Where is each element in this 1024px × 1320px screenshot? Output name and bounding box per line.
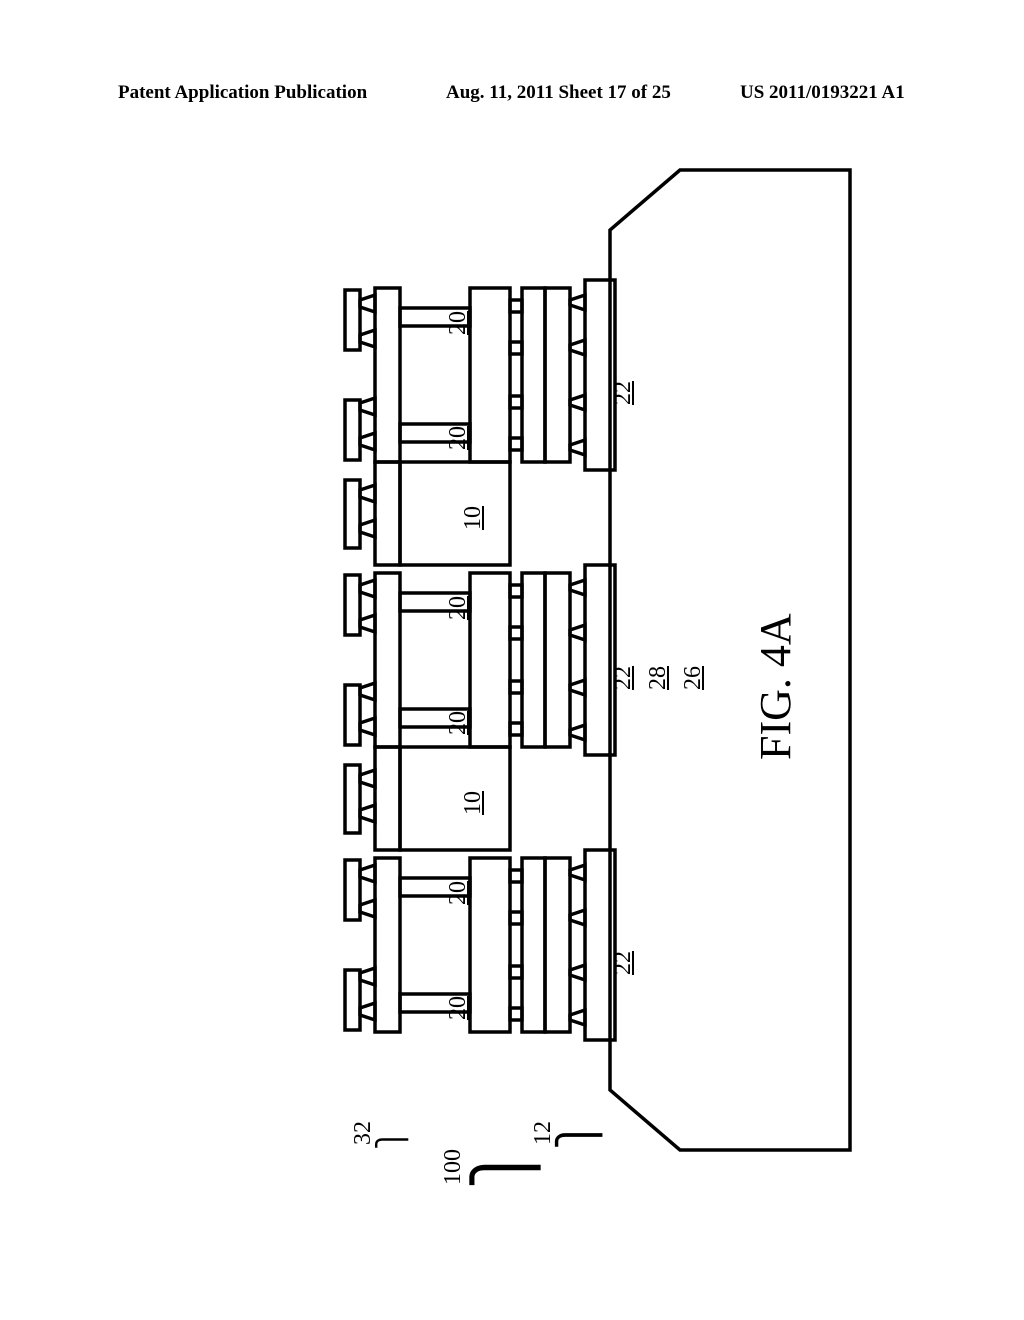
brace-12: ⎫ [555,1120,602,1150]
ref-20-2: 20 [445,426,472,450]
ref-10a: 10 [460,506,487,530]
brace-32: ⎫ [375,1129,409,1150]
ref-22-mid: 22 [610,666,637,690]
brace-100: ⎫ [470,1145,540,1190]
ref-20-5: 20 [445,881,472,905]
header-right: US 2011/0193221 A1 [740,82,905,104]
figure-caption: FIG. 4A [750,613,801,760]
ref-100: 100 [440,1149,467,1185]
ref-20-3: 20 [445,596,472,620]
ref-12: 12 [530,1121,557,1145]
ref-20-1: 20 [445,311,472,335]
header-mid: Aug. 11, 2011 Sheet 17 of 25 [446,82,671,104]
ref-22-bot: 22 [610,951,637,975]
ref-20-6: 20 [445,996,472,1020]
header-left: Patent Application Publication [118,82,367,104]
ref-28: 28 [645,666,672,690]
ref-32: 32 [350,1121,377,1145]
ref-20-4: 20 [445,711,472,735]
ref-22-top: 22 [610,381,637,405]
ref-26: 26 [680,666,707,690]
figure-4a: FIG. 4A 26 28 22 22 22 10 10 20 20 20 20… [150,160,870,1160]
ref-10b: 10 [460,791,487,815]
